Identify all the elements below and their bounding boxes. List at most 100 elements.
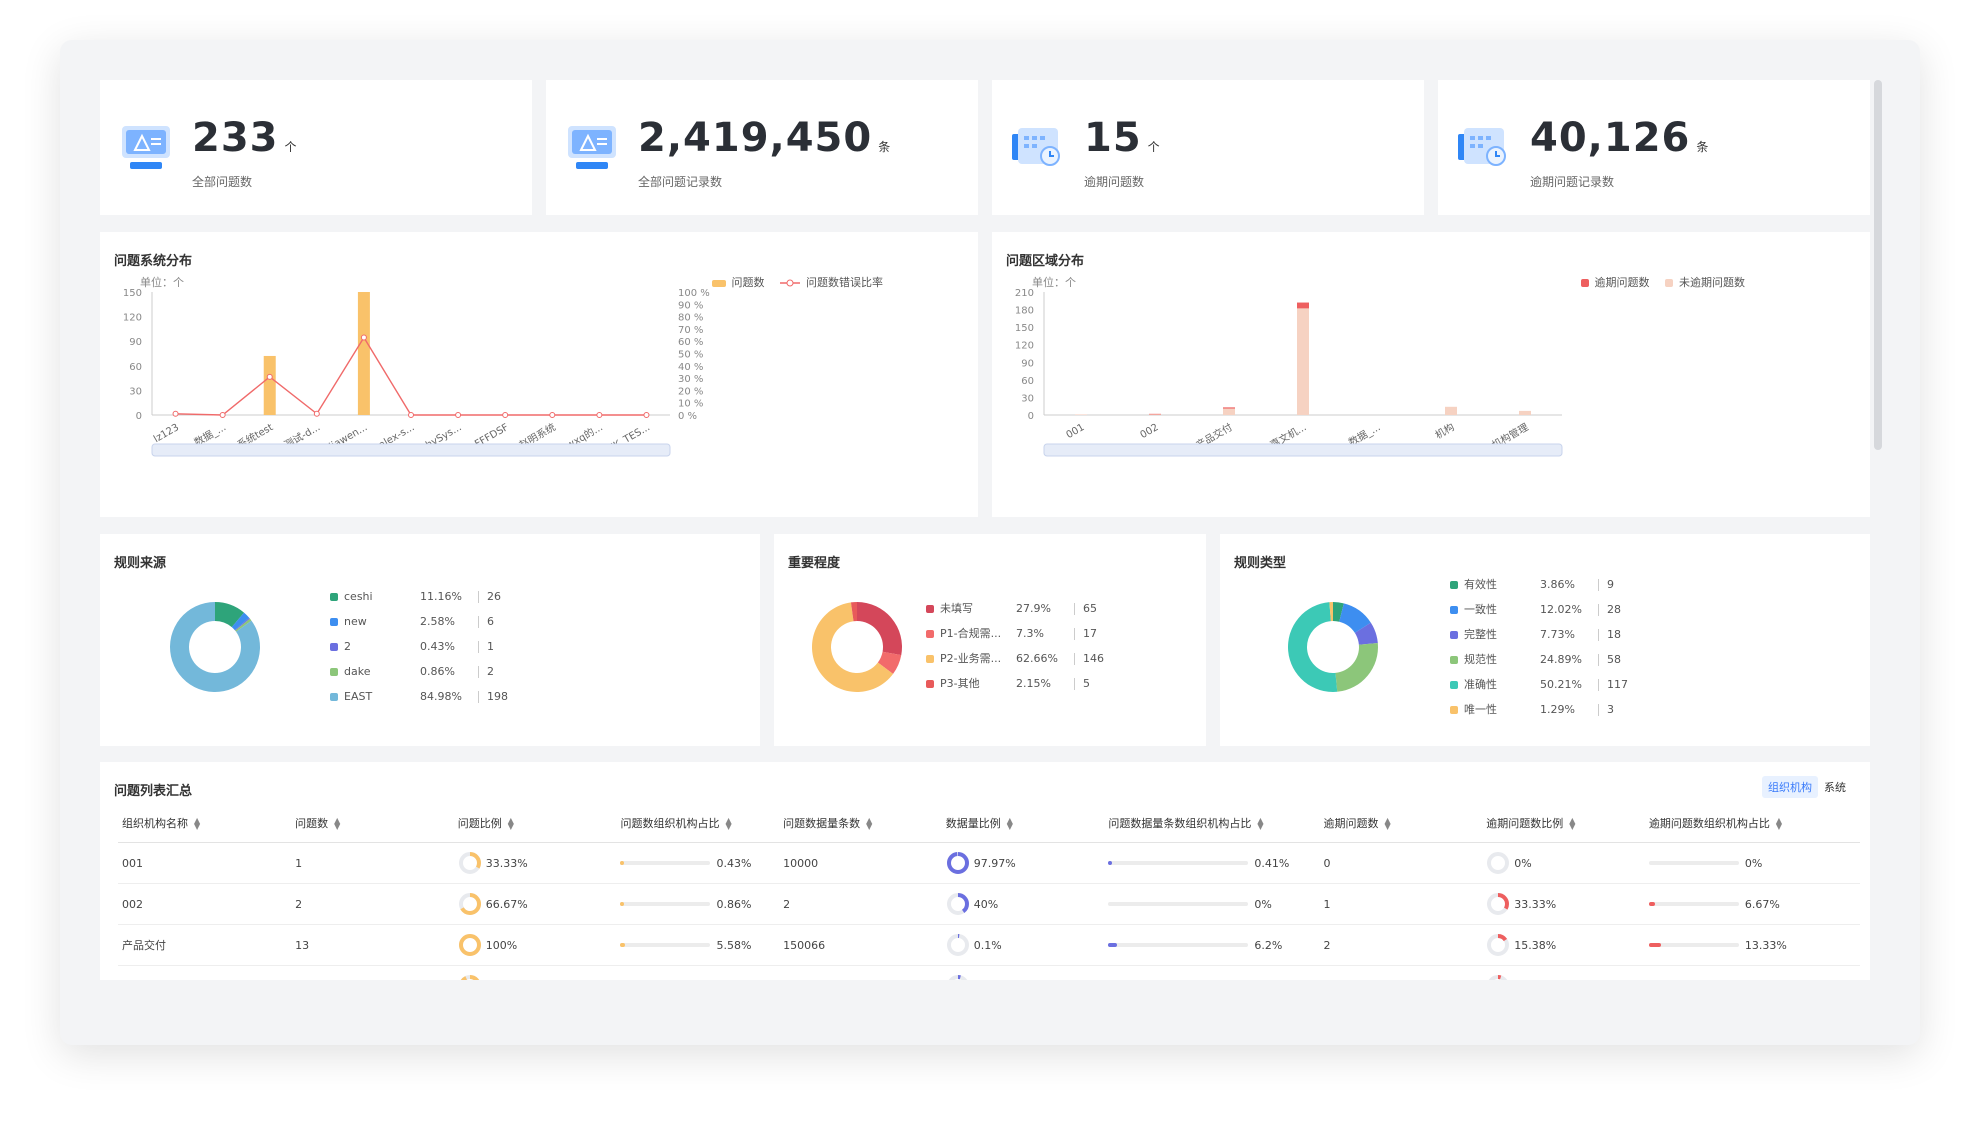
legend-row[interactable]: 一致性 12.02% 28 [1450,597,1628,622]
line-point [408,412,414,418]
legend-label: dake [344,665,371,678]
legend-label: 唯一性 [1464,703,1497,716]
record-count-cell: 2 [779,883,942,925]
table-row[interactable]: 002 2 66.67% 0.86% 2 40% 0% 1 33.33% 6.67% [118,883,1860,925]
tab-organization[interactable]: 组织机构 [1762,776,1818,798]
ring-value: 33.33% [1514,897,1557,911]
vertical-scrollbar[interactable] [1874,80,1882,450]
legend-count: 5 [1074,678,1090,690]
column-header[interactable]: 问题数据量条数组织机构占比 ▲ ▼ [1104,804,1320,843]
column-header[interactable]: 数据量比例 ▲ ▼ [941,804,1105,843]
sort-icon[interactable]: ▲ ▼ [1006,816,1013,831]
x-tick-label: 机构 [1433,420,1457,441]
rule-source-legend: ceshi 11.16% 26 new 2.58% 6 2 0.43% 1 dake 0.86% 2 E… [330,584,508,709]
legend-count: 9 [1598,579,1614,591]
total-records-label: 全部问题记录数 [638,175,723,189]
sort-icon[interactable]: ▲ ▼ [1384,816,1391,831]
legend-row[interactable]: 准确性 50.21% 117 [1450,672,1628,697]
legend-row[interactable]: new 2.58% 6 [330,609,508,634]
y-tick-label: 90 [1021,358,1034,369]
ring-value: 92.31% [486,980,528,981]
sort-icon[interactable]: ▲ ▼ [1775,816,1783,831]
column-header[interactable]: 逾期问题数 ▲ ▼ [1319,804,1483,843]
y-tick-label: 30 [129,386,142,397]
progress-bar-track [620,943,711,947]
chart-legend[interactable]: 问题数 问题数错误比率 [700,274,883,290]
bar-value: 13.33% [1744,938,1787,952]
donut-slice [1333,602,1344,622]
ring-value: 40% [973,897,999,911]
chart-title: 问题系统分布 [114,254,193,269]
bar-value: 0.86% [716,897,752,911]
y2-tick-label: 70 % [678,325,703,336]
legend-label: ceshi [344,590,373,603]
legend-row[interactable]: EAST 84.98% 198 [330,684,508,709]
ring-fill [458,893,481,915]
column-header-label: 问题数据量条数 [783,817,861,830]
legend-label: 问题数 [731,276,765,289]
column-header[interactable]: 问题数组织机构占比 ▲ ▼ [616,804,780,843]
line-point [502,412,509,418]
org-name-cell: 产品交付 [118,924,292,966]
donut-slice [1335,643,1378,692]
column-header[interactable]: 逾期问题数比例 ▲ ▼ [1482,804,1645,843]
legend-row[interactable]: P1-合规需... 7.3% 17 [926,621,1104,646]
tab-system[interactable]: 系统 [1824,781,1846,794]
sort-icon[interactable]: ▲ ▼ [866,816,873,831]
chart-title: 问题区域分布 [1006,254,1085,269]
y2-tick-label: 10 % [678,399,703,410]
ring-cell: 92.31% [453,965,617,981]
bar-mark-not-overdue [1519,410,1531,415]
table-row[interactable]: 产品交付 13 100% 5.58% 150066 0.1% 6.2% 2 15.38% 13.3… [118,924,1860,966]
legend-row[interactable]: 有效性 3.86% 9 [1450,572,1628,597]
sort-icon[interactable]: ▲ ▼ [507,816,514,831]
issue-count-cell: 1 [291,842,454,884]
chart-legend[interactable]: 逾期问题数 未逾期问题数 [1569,274,1745,290]
ring-value: 97.97% [973,856,1016,870]
chart-title: 规则类型 [1234,556,1287,571]
column-header[interactable]: 问题比例 ▲ ▼ [453,804,617,843]
legend-label: new [344,615,367,628]
legend-row[interactable]: 未填写 27.9% 65 [926,596,1104,621]
legend-count: 3 [1598,704,1614,716]
legend-row[interactable]: P2-业务需... 62.66% 146 [926,646,1104,671]
column-header[interactable]: 逾期问题数组织机构占比 ▲ ▼ [1644,804,1860,843]
table-row[interactable]: 001 1 33.33% 0.43% 10000 97.97% 0.41% 0 0% 0% [118,842,1860,884]
legend-count: 2 [478,666,494,678]
legend-row[interactable]: P3-其他 2.15% 5 [926,671,1104,696]
donut-slice [1354,622,1378,645]
column-header[interactable]: 问题数据量条数 ▲ ▼ [779,804,942,843]
legend-row[interactable]: 规范性 24.89% 58 [1450,647,1628,672]
progress-bar-fill [1648,943,1661,947]
column-header[interactable]: 问题数 ▲ ▼ [291,804,454,843]
line-point [455,412,462,418]
legend-row[interactable]: ceshi 11.16% 26 [330,584,508,609]
overdue-issues-label: 逾期问题数 [1084,175,1145,189]
donut-slice [877,651,902,674]
legend-row[interactable]: 2 0.43% 1 [330,634,508,659]
column-header-label: 问题数据量条数组织机构占比 [1108,817,1252,830]
legend-swatch [926,680,934,688]
progress-bar-track [1108,861,1249,865]
system-distribution-chart-card: 问题系统分布 单位：个 问题数 问题数错误比率 150 120 90 60 30 0 100… [100,232,978,517]
sort-icon[interactable]: ▲ ▼ [1569,816,1576,831]
table-row[interactable]: 嘉文机构办理192 92.31% 82.4% 2228680 4.27% 92.12% 10… [118,965,1860,981]
sort-icon[interactable]: ▲ ▼ [334,816,341,831]
overdue-records-value: 40,126 条 [1530,115,1710,161]
sort-icon[interactable]: ▲ ▼ [725,816,732,831]
legend-percent: 11.16% [420,590,462,603]
legend-label: 规范性 [1464,653,1497,666]
legend-row[interactable]: 唯一性 1.29% 3 [1450,697,1628,722]
kpi-card-total-records: 2,419,450 条 全部问题记录数 [546,80,978,215]
column-header[interactable]: 组织机构名称 ▲ ▼ [118,804,292,843]
legend-row[interactable]: 完整性 7.73% 18 [1450,622,1628,647]
sort-icon[interactable]: ▲ ▼ [1257,816,1264,831]
bar-value: 6.67% [1744,897,1780,911]
org-name-cell: 001 [118,842,292,884]
x-tick-label: 001 [1064,422,1086,441]
legend-row[interactable]: dake 0.86% 2 [330,659,508,684]
legend-swatch [330,593,338,601]
sort-icon[interactable]: ▲ ▼ [194,816,201,831]
y2-tick-label: 40 % [678,362,703,373]
